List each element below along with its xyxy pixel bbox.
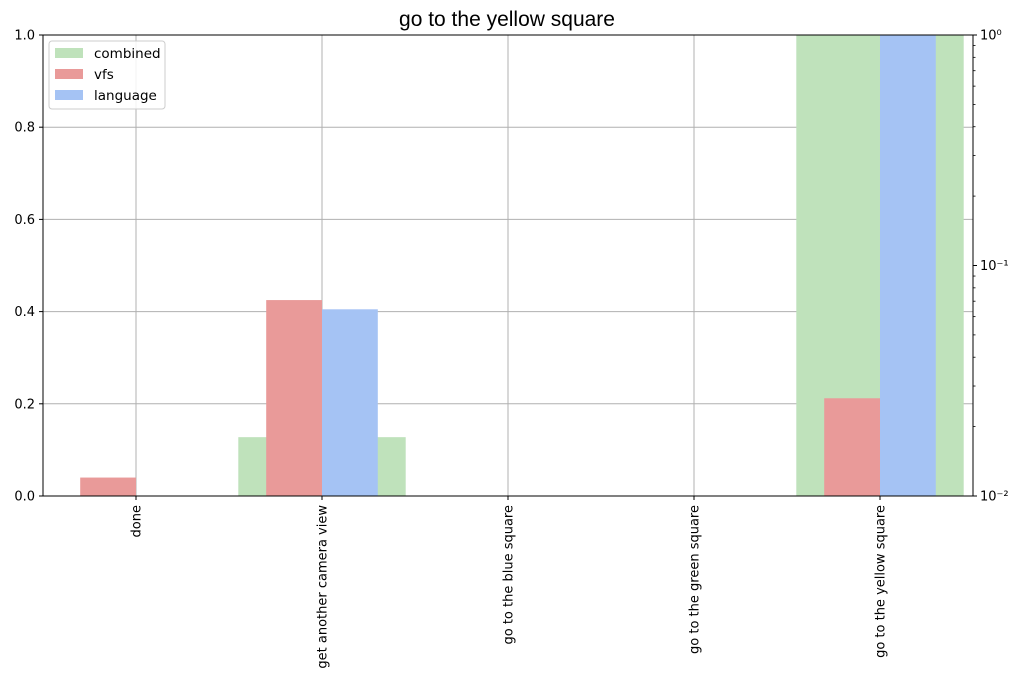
legend-swatch	[55, 90, 83, 100]
bar-vfs	[80, 477, 136, 496]
bar-vfs	[824, 398, 880, 496]
bar-language	[322, 309, 378, 496]
legend-label: language	[94, 88, 157, 104]
x-tick-label: go to the green square	[688, 505, 703, 654]
y-left-tick-label: 0.0	[14, 490, 35, 505]
y-left-tick-label: 1.0	[14, 29, 35, 44]
y-left-tick-label: 0.6	[14, 213, 35, 228]
legend-label: combined	[94, 46, 161, 62]
bars	[80, 35, 964, 496]
legend-label: vfs	[94, 67, 114, 83]
y-right-tick-label: 10⁻¹	[980, 259, 1009, 274]
legend-swatch	[55, 69, 83, 79]
y-right-tick-label: 10⁰	[980, 29, 1002, 44]
axes: 0.0 0.2 0.4 0.6 0.8 1.0 10⁻² 10⁻¹ 10⁰ done get ano…	[14, 29, 1008, 669]
x-tick-label: done	[130, 505, 145, 537]
y-left-tick-label: 0.4	[14, 305, 35, 320]
y-left-tick-label: 0.8	[14, 121, 35, 136]
x-tick-label: get another camera view	[316, 505, 331, 669]
bar-language	[880, 35, 936, 496]
chart-title: go to the yellow square	[399, 8, 615, 31]
x-tick-label: go to the blue square	[502, 505, 517, 645]
legend: combined vfs language	[48, 40, 166, 110]
x-tick-label: go to the yellow square	[874, 505, 889, 658]
bar-vfs	[266, 300, 322, 496]
legend-swatch	[55, 48, 83, 58]
y-right-tick-label: 10⁻²	[980, 490, 1009, 505]
y-left-tick-label: 0.2	[14, 397, 35, 412]
